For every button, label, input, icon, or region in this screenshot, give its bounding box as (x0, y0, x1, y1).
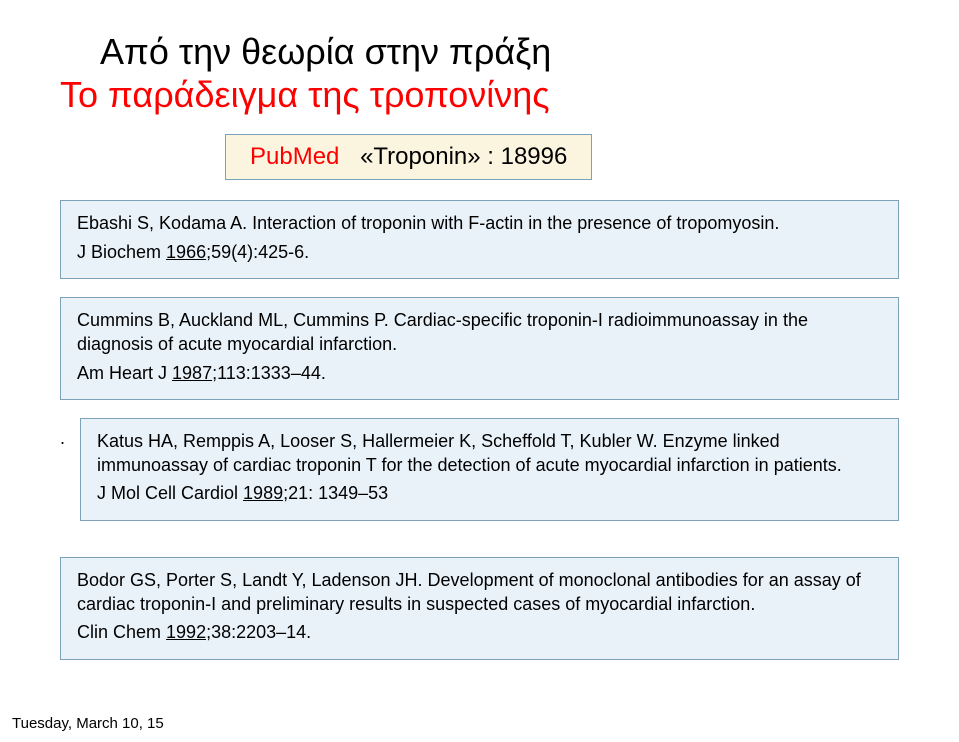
reference-citation: J Biochem 1966;59(4):425-6. (77, 240, 882, 264)
search-source-label: PubMed (250, 143, 339, 170)
citation-pages: ;113:1333–44. (212, 363, 326, 383)
reference-citation: Am Heart J 1987;113:1333–44. (77, 361, 882, 385)
search-query: «Troponin» : 18996 (360, 143, 567, 170)
title-line-2: Το παράδειγμα της τροπονίνης (60, 73, 899, 116)
citation-year: 1987 (172, 363, 212, 383)
bullet-dot-icon: . (60, 418, 80, 449)
citation-pages: 38:2203–14. (211, 622, 311, 642)
title-block: Από την θεωρία στην πράξη Το παράδειγμα … (60, 30, 899, 116)
citation-journal: Am Heart J (77, 363, 172, 383)
citation-journal: J Mol Cell Cardiol (97, 483, 243, 503)
reference-row-3: . Katus HA, Remppis A, Looser S, Hallerm… (60, 418, 899, 539)
reference-text: Katus HA, Remppis A, Looser S, Hallermei… (97, 429, 882, 478)
slide: Από την θεωρία στην πράξη Το παράδειγμα … (0, 0, 959, 742)
footer-date: Tuesday, March 10, 15 (12, 715, 164, 732)
citation-pages: ;59(4):425-6. (206, 242, 309, 262)
reference-box-2: Cummins B, Auckland ML, Cummins P. Cardi… (60, 297, 899, 400)
citation-journal: J Biochem (77, 242, 166, 262)
citation-year: 1966 (166, 242, 206, 262)
reference-text: Cummins B, Auckland ML, Cummins P. Cardi… (77, 308, 882, 357)
citation-year: 1992; (166, 622, 211, 642)
reference-citation: J Mol Cell Cardiol 1989;21: 1349–53 (97, 481, 882, 505)
reference-text: Ebashi S, Kodama A. Interaction of tropo… (77, 211, 882, 235)
citation-pages: 21: 1349–53 (288, 483, 388, 503)
reference-box-1: Ebashi S, Kodama A. Interaction of tropo… (60, 200, 899, 279)
citation-year: 1989; (243, 483, 288, 503)
search-box: PubMed «Troponin» : 18996 (225, 134, 592, 180)
reference-box-4: Bodor GS, Porter S, Landt Y, Ladenson JH… (60, 557, 899, 660)
citation-journal: Clin Chem (77, 622, 166, 642)
title-line-1: Από την θεωρία στην πράξη (100, 30, 899, 73)
reference-text: Bodor GS, Porter S, Landt Y, Ladenson JH… (77, 568, 882, 617)
reference-citation: Clin Chem 1992;38:2203–14. (77, 620, 882, 644)
reference-box-3: Katus HA, Remppis A, Looser S, Hallermei… (80, 418, 899, 521)
